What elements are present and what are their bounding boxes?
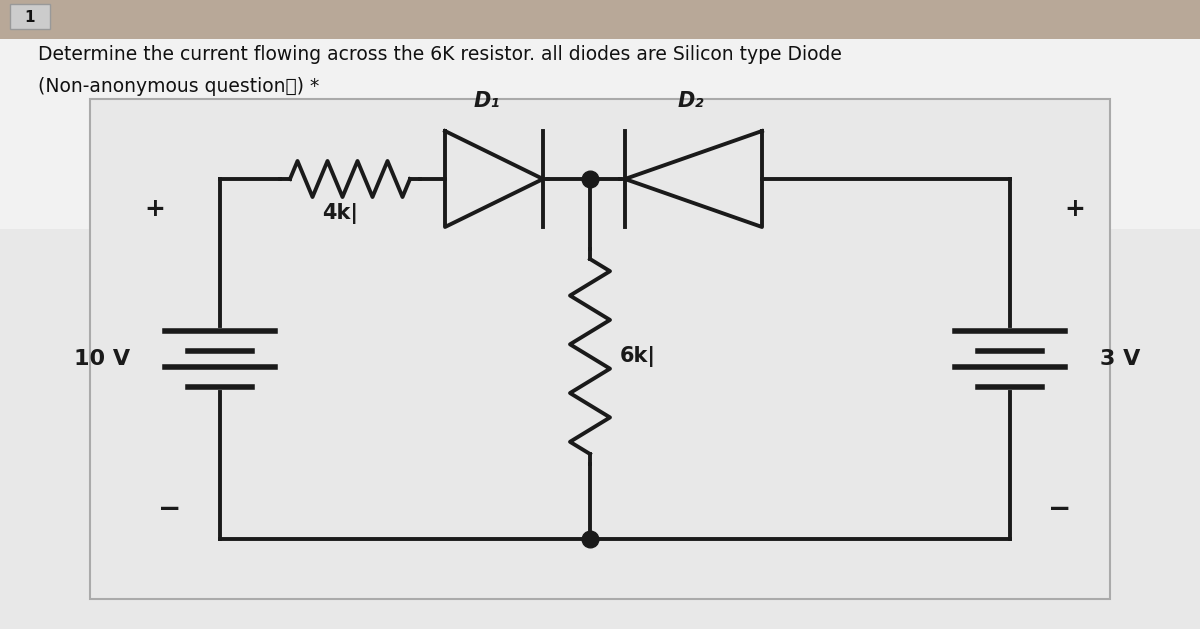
FancyBboxPatch shape <box>90 99 1110 599</box>
Text: 4k|: 4k| <box>322 204 358 225</box>
Text: 1: 1 <box>25 9 35 25</box>
Text: +: + <box>144 197 166 221</box>
Text: (Non-anonymous questionⓘ) *: (Non-anonymous questionⓘ) * <box>38 77 319 96</box>
Text: −: − <box>1049 495 1072 523</box>
Text: 10 V: 10 V <box>74 349 130 369</box>
Text: −: − <box>158 495 181 523</box>
Text: D₂: D₂ <box>678 91 704 111</box>
Text: 3 V: 3 V <box>1100 349 1140 369</box>
Text: D₁: D₁ <box>473 91 499 111</box>
Bar <box>0 0 1200 229</box>
Text: +: + <box>1064 197 1086 221</box>
Text: Determine the current flowing across the 6K resistor. all diodes are Silicon typ: Determine the current flowing across the… <box>38 45 842 64</box>
Bar <box>0 0 1200 39</box>
FancyBboxPatch shape <box>10 4 50 29</box>
Text: 6k|: 6k| <box>620 346 656 367</box>
